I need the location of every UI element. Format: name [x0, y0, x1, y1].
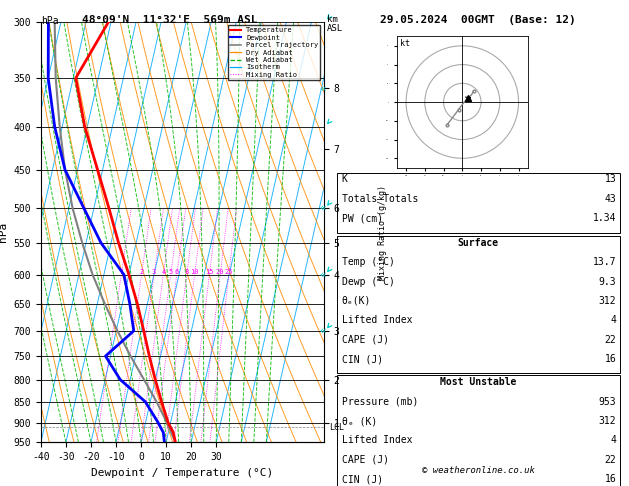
Text: 1.34: 1.34 [593, 213, 616, 224]
Text: 13: 13 [604, 174, 616, 185]
Text: θₑ (K): θₑ (K) [342, 416, 377, 426]
Text: «: « [320, 326, 326, 336]
Text: 25: 25 [225, 269, 233, 275]
Text: CIN (J): CIN (J) [342, 354, 382, 364]
Text: K: K [342, 174, 347, 185]
Text: Lifted Index: Lifted Index [342, 315, 412, 326]
Text: CIN (J): CIN (J) [342, 474, 382, 485]
Text: 312: 312 [599, 296, 616, 306]
Text: 22: 22 [604, 335, 616, 345]
Text: «: « [320, 270, 326, 279]
Text: km
ASL: km ASL [327, 15, 343, 33]
Text: © weatheronline.co.uk: © weatheronline.co.uk [421, 466, 535, 475]
Text: LCL: LCL [330, 423, 345, 432]
X-axis label: Dewpoint / Temperature (°C): Dewpoint / Temperature (°C) [91, 468, 274, 478]
Text: Temp (°C): Temp (°C) [342, 257, 394, 267]
Text: Surface: Surface [457, 238, 499, 248]
Text: 16: 16 [604, 354, 616, 364]
Text: 3: 3 [152, 269, 156, 275]
Text: 16: 16 [604, 474, 616, 485]
Text: 43: 43 [604, 194, 616, 204]
Text: PW (cm): PW (cm) [342, 213, 382, 224]
Text: 13.7: 13.7 [593, 257, 616, 267]
Text: Dewp (°C): Dewp (°C) [342, 277, 394, 287]
Text: Most Unstable: Most Unstable [440, 377, 516, 387]
Text: Pressure (mb): Pressure (mb) [342, 397, 418, 407]
Text: 22: 22 [604, 455, 616, 465]
Text: 15: 15 [205, 269, 214, 275]
Text: 10: 10 [191, 269, 199, 275]
Text: «: « [320, 84, 326, 93]
Text: 48°09'N  11°32'E  569m ASL: 48°09'N 11°32'E 569m ASL [82, 15, 258, 25]
Text: 20: 20 [216, 269, 225, 275]
Text: «: « [320, 203, 326, 213]
Text: 29.05.2024  00GMT  (Base: 12): 29.05.2024 00GMT (Base: 12) [380, 15, 576, 25]
Y-axis label: hPa: hPa [0, 222, 8, 242]
Text: 4: 4 [611, 435, 616, 446]
Text: 4: 4 [611, 315, 616, 326]
Text: 8: 8 [184, 269, 189, 275]
Text: 2: 2 [140, 269, 143, 275]
Text: hPa: hPa [41, 16, 58, 26]
Text: 6: 6 [175, 269, 179, 275]
Text: 9.3: 9.3 [599, 277, 616, 287]
Text: 953: 953 [599, 397, 616, 407]
Text: θₑ(K): θₑ(K) [342, 296, 371, 306]
Text: CAPE (J): CAPE (J) [342, 335, 389, 345]
Text: Totals Totals: Totals Totals [342, 194, 418, 204]
Text: 1: 1 [119, 269, 123, 275]
Text: 312: 312 [599, 416, 616, 426]
Text: Lifted Index: Lifted Index [342, 435, 412, 446]
Text: 5: 5 [169, 269, 173, 275]
Legend: Temperature, Dewpoint, Parcel Trajectory, Dry Adiabat, Wet Adiabat, Isotherm, Mi: Temperature, Dewpoint, Parcel Trajectory… [228, 25, 320, 80]
Text: kt: kt [401, 39, 411, 48]
Text: 4: 4 [161, 269, 165, 275]
Y-axis label: Mixing Ratio (g/kg): Mixing Ratio (g/kg) [379, 185, 387, 279]
Text: CAPE (J): CAPE (J) [342, 455, 389, 465]
